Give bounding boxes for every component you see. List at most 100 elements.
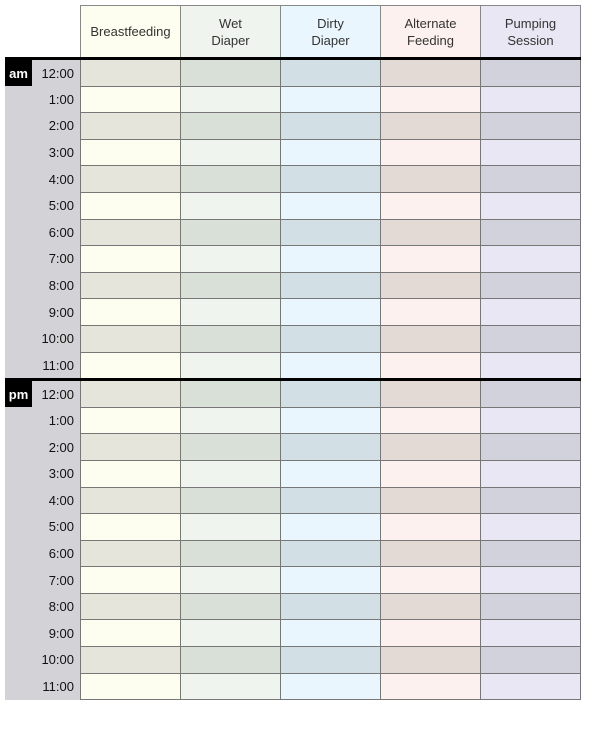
log-cell[interactable] <box>480 85 581 114</box>
log-cell[interactable] <box>280 112 381 140</box>
log-cell[interactable] <box>480 592 581 621</box>
log-cell[interactable] <box>480 513 581 541</box>
log-cell[interactable] <box>180 191 281 220</box>
log-cell[interactable] <box>480 191 581 220</box>
log-cell[interactable] <box>480 298 581 326</box>
log-cell[interactable] <box>180 459 281 488</box>
log-cell[interactable] <box>80 218 181 247</box>
log-cell[interactable] <box>180 218 281 247</box>
log-cell[interactable] <box>180 646 281 674</box>
log-cell[interactable] <box>180 245 281 273</box>
log-cell[interactable] <box>380 112 481 140</box>
log-cell[interactable] <box>80 85 181 114</box>
log-cell[interactable] <box>380 165 481 193</box>
log-cell[interactable] <box>280 672 381 701</box>
log-cell[interactable] <box>380 539 481 568</box>
log-cell[interactable] <box>280 566 381 594</box>
log-cell[interactable] <box>280 351 381 381</box>
log-cell[interactable] <box>180 112 281 140</box>
log-cell[interactable] <box>380 298 481 326</box>
log-cell[interactable] <box>280 592 381 621</box>
log-cell[interactable] <box>480 486 581 515</box>
log-cell[interactable] <box>280 191 381 220</box>
log-cell[interactable] <box>280 271 381 300</box>
log-cell[interactable] <box>480 566 581 594</box>
log-cell[interactable] <box>80 513 181 541</box>
log-cell[interactable] <box>80 459 181 488</box>
log-cell[interactable] <box>180 566 281 594</box>
log-cell[interactable] <box>80 191 181 220</box>
log-cell[interactable] <box>180 539 281 568</box>
log-cell[interactable] <box>380 245 481 273</box>
log-cell[interactable] <box>80 324 181 353</box>
log-cell[interactable] <box>480 646 581 674</box>
log-cell[interactable] <box>480 112 581 140</box>
log-cell[interactable] <box>280 539 381 568</box>
log-cell[interactable] <box>280 433 381 461</box>
log-cell[interactable] <box>180 165 281 193</box>
log-cell[interactable] <box>480 539 581 568</box>
log-cell[interactable] <box>380 57 481 87</box>
log-cell[interactable] <box>480 271 581 300</box>
log-cell[interactable] <box>180 513 281 541</box>
log-cell[interactable] <box>480 672 581 701</box>
log-cell[interactable] <box>280 406 381 435</box>
log-cell[interactable] <box>80 619 181 648</box>
log-cell[interactable] <box>80 57 181 87</box>
log-cell[interactable] <box>80 351 181 381</box>
log-cell[interactable] <box>480 218 581 247</box>
log-cell[interactable] <box>280 646 381 674</box>
log-cell[interactable] <box>80 646 181 674</box>
log-cell[interactable] <box>480 324 581 353</box>
log-cell[interactable] <box>280 619 381 648</box>
log-cell[interactable] <box>180 57 281 87</box>
log-cell[interactable] <box>80 486 181 515</box>
log-cell[interactable] <box>380 486 481 515</box>
log-cell[interactable] <box>480 406 581 435</box>
log-cell[interactable] <box>280 218 381 247</box>
log-cell[interactable] <box>480 57 581 87</box>
log-cell[interactable] <box>280 378 381 408</box>
log-cell[interactable] <box>380 433 481 461</box>
log-cell[interactable] <box>380 566 481 594</box>
log-cell[interactable] <box>80 112 181 140</box>
log-cell[interactable] <box>380 619 481 648</box>
log-cell[interactable] <box>380 672 481 701</box>
log-cell[interactable] <box>80 138 181 167</box>
log-cell[interactable] <box>380 378 481 408</box>
log-cell[interactable] <box>380 138 481 167</box>
log-cell[interactable] <box>480 619 581 648</box>
log-cell[interactable] <box>380 218 481 247</box>
log-cell[interactable] <box>380 646 481 674</box>
log-cell[interactable] <box>280 165 381 193</box>
log-cell[interactable] <box>280 138 381 167</box>
log-cell[interactable] <box>480 378 581 408</box>
log-cell[interactable] <box>380 351 481 381</box>
log-cell[interactable] <box>480 165 581 193</box>
log-cell[interactable] <box>480 245 581 273</box>
log-cell[interactable] <box>180 138 281 167</box>
log-cell[interactable] <box>280 324 381 353</box>
log-cell[interactable] <box>280 459 381 488</box>
log-cell[interactable] <box>280 245 381 273</box>
log-cell[interactable] <box>180 298 281 326</box>
log-cell[interactable] <box>180 271 281 300</box>
log-cell[interactable] <box>380 592 481 621</box>
log-cell[interactable] <box>480 459 581 488</box>
log-cell[interactable] <box>280 486 381 515</box>
log-cell[interactable] <box>180 433 281 461</box>
log-cell[interactable] <box>280 85 381 114</box>
log-cell[interactable] <box>80 378 181 408</box>
log-cell[interactable] <box>180 324 281 353</box>
log-cell[interactable] <box>280 57 381 87</box>
log-cell[interactable] <box>380 406 481 435</box>
log-cell[interactable] <box>280 298 381 326</box>
log-cell[interactable] <box>80 271 181 300</box>
log-cell[interactable] <box>380 459 481 488</box>
log-cell[interactable] <box>180 619 281 648</box>
log-cell[interactable] <box>80 539 181 568</box>
log-cell[interactable] <box>180 378 281 408</box>
log-cell[interactable] <box>380 85 481 114</box>
log-cell[interactable] <box>480 351 581 381</box>
log-cell[interactable] <box>80 592 181 621</box>
